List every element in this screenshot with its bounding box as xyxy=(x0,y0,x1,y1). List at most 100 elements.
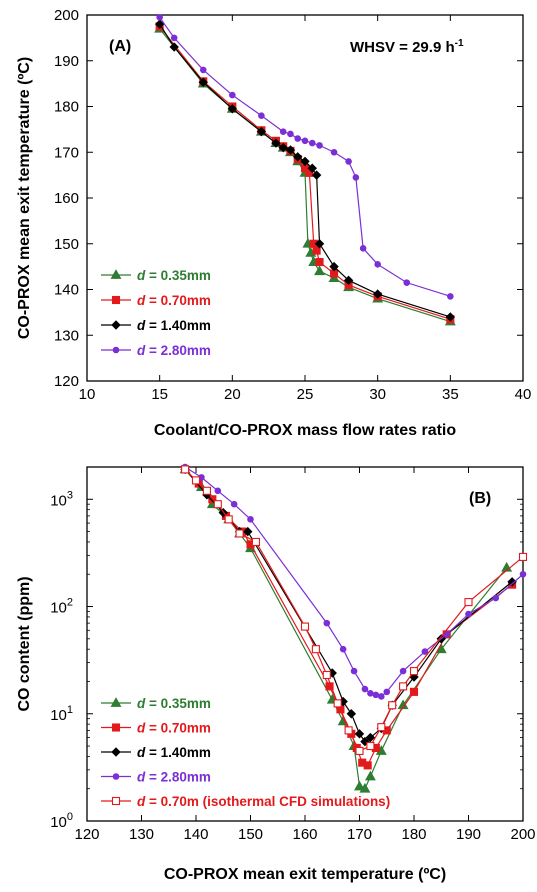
legend-entry: d = 2.80mm xyxy=(137,343,211,358)
data-point xyxy=(465,610,472,618)
data-point xyxy=(208,495,217,504)
data-point xyxy=(256,126,267,137)
y-tick-label-b: 100 xyxy=(50,811,73,831)
data-point xyxy=(198,77,208,87)
data-point xyxy=(363,761,372,770)
data-point xyxy=(314,265,325,276)
data-point xyxy=(421,648,429,655)
data-point xyxy=(383,688,391,696)
data-point xyxy=(330,148,338,156)
y-axis-label-a: CO-PROX mean exit temperature (ºC) xyxy=(16,57,33,339)
data-point xyxy=(243,526,253,537)
y-tick-label-a: 140 xyxy=(54,282,79,299)
data-point xyxy=(409,687,419,696)
data-point xyxy=(329,261,339,272)
x-tick-label-b: 180 xyxy=(401,826,426,843)
series-b xyxy=(179,463,528,793)
y-tick-label-b: 103 xyxy=(50,489,73,509)
data-point xyxy=(409,667,419,676)
y-tick-label-a: 130 xyxy=(54,327,79,344)
data-point xyxy=(199,66,207,74)
legend-marker xyxy=(111,747,121,757)
x-tick-label-a: 25 xyxy=(297,386,314,403)
data-point xyxy=(350,667,358,675)
legend-entry: d = 1.40mm xyxy=(137,318,211,333)
x-tick-label-b: 200 xyxy=(510,826,535,843)
series-a-circle xyxy=(156,13,454,300)
x-tick-label-b: 150 xyxy=(238,826,263,843)
data-point xyxy=(181,465,190,474)
y-tick-label-a: 160 xyxy=(54,190,79,207)
data-point xyxy=(519,570,527,578)
y-tick-label-a: 180 xyxy=(54,99,79,116)
legend-marker xyxy=(112,346,120,354)
series-line xyxy=(184,468,513,743)
data-point xyxy=(285,145,296,155)
x-tick-label-b: 160 xyxy=(292,826,317,843)
legend-entry: d = 0.70m (isothermal CFD simulations) xyxy=(137,794,390,809)
legend-entry: d = 0.70mm xyxy=(137,721,211,736)
data-point xyxy=(399,667,407,675)
legend-entry: d = 0.35mm xyxy=(137,268,211,283)
data-point xyxy=(447,293,454,300)
panel-b: 120 130 140 150 160 170 180 190 200100101102103 … xyxy=(16,463,536,883)
data-point xyxy=(322,670,331,680)
panel-label-a: (A) xyxy=(109,38,131,55)
legend-a: d = 0.35mm d = 0.70mm d = 1.40mm d = 2.80mm xyxy=(101,268,211,358)
data-point xyxy=(445,312,456,322)
data-point xyxy=(365,732,376,743)
legend-marker xyxy=(110,269,122,279)
data-point xyxy=(377,723,386,732)
x-tick-label-a: 20 xyxy=(224,386,241,403)
series-line xyxy=(184,468,513,767)
data-point xyxy=(464,598,473,607)
legend-marker xyxy=(111,796,121,806)
data-point xyxy=(156,13,163,21)
data-point xyxy=(443,631,451,638)
series-a xyxy=(154,13,456,326)
legend-marker xyxy=(111,320,121,330)
axes-b: 120 130 140 150 160 170 180 190 200 100 101 102 103 xyxy=(50,466,536,843)
data-point xyxy=(308,139,316,147)
data-point xyxy=(339,645,347,653)
data-point xyxy=(346,709,357,719)
y-axis-label-b: CO content (ppm) xyxy=(16,576,33,711)
data-point xyxy=(169,42,179,52)
y-tick-label-a: 190 xyxy=(54,53,79,70)
data-point xyxy=(154,19,165,29)
data-point xyxy=(294,135,302,142)
series-a-diamond xyxy=(154,19,456,322)
data-point xyxy=(507,577,517,587)
plot-area-b xyxy=(86,466,524,822)
x-tick-label-a: 35 xyxy=(442,386,459,403)
y-tick-label-a: 120 xyxy=(54,373,79,390)
data-point xyxy=(251,537,260,547)
x-tick-label-b: 170 xyxy=(347,826,372,843)
data-point xyxy=(315,257,324,267)
data-point xyxy=(323,619,331,627)
x-tick-label-a: 10 xyxy=(79,386,96,403)
data-point xyxy=(307,163,317,173)
data-point xyxy=(258,112,265,119)
data-point xyxy=(359,245,367,252)
data-point xyxy=(213,500,222,509)
data-point xyxy=(388,701,397,710)
data-point xyxy=(367,690,374,697)
panel-label-b: (B) xyxy=(469,490,491,507)
y-tick-label-a: 170 xyxy=(54,144,79,161)
panel-a: 10 15 20 25 30 35 40 120 130 140 150 160 170 180 190 20… xyxy=(16,7,531,439)
data-point xyxy=(492,594,500,602)
data-point xyxy=(202,486,211,495)
x-axis-label-a: Coolant/CO-PROX mass flow rates ratio xyxy=(154,422,457,439)
data-point xyxy=(399,682,408,691)
data-point xyxy=(403,279,411,286)
data-point xyxy=(333,699,342,708)
data-point xyxy=(247,516,254,523)
data-point xyxy=(364,770,376,781)
x-tick-label-b: 120 xyxy=(74,826,99,843)
data-point xyxy=(191,476,201,485)
data-point xyxy=(300,622,310,631)
x-tick-label-a: 40 xyxy=(515,386,532,403)
data-point xyxy=(170,34,178,42)
